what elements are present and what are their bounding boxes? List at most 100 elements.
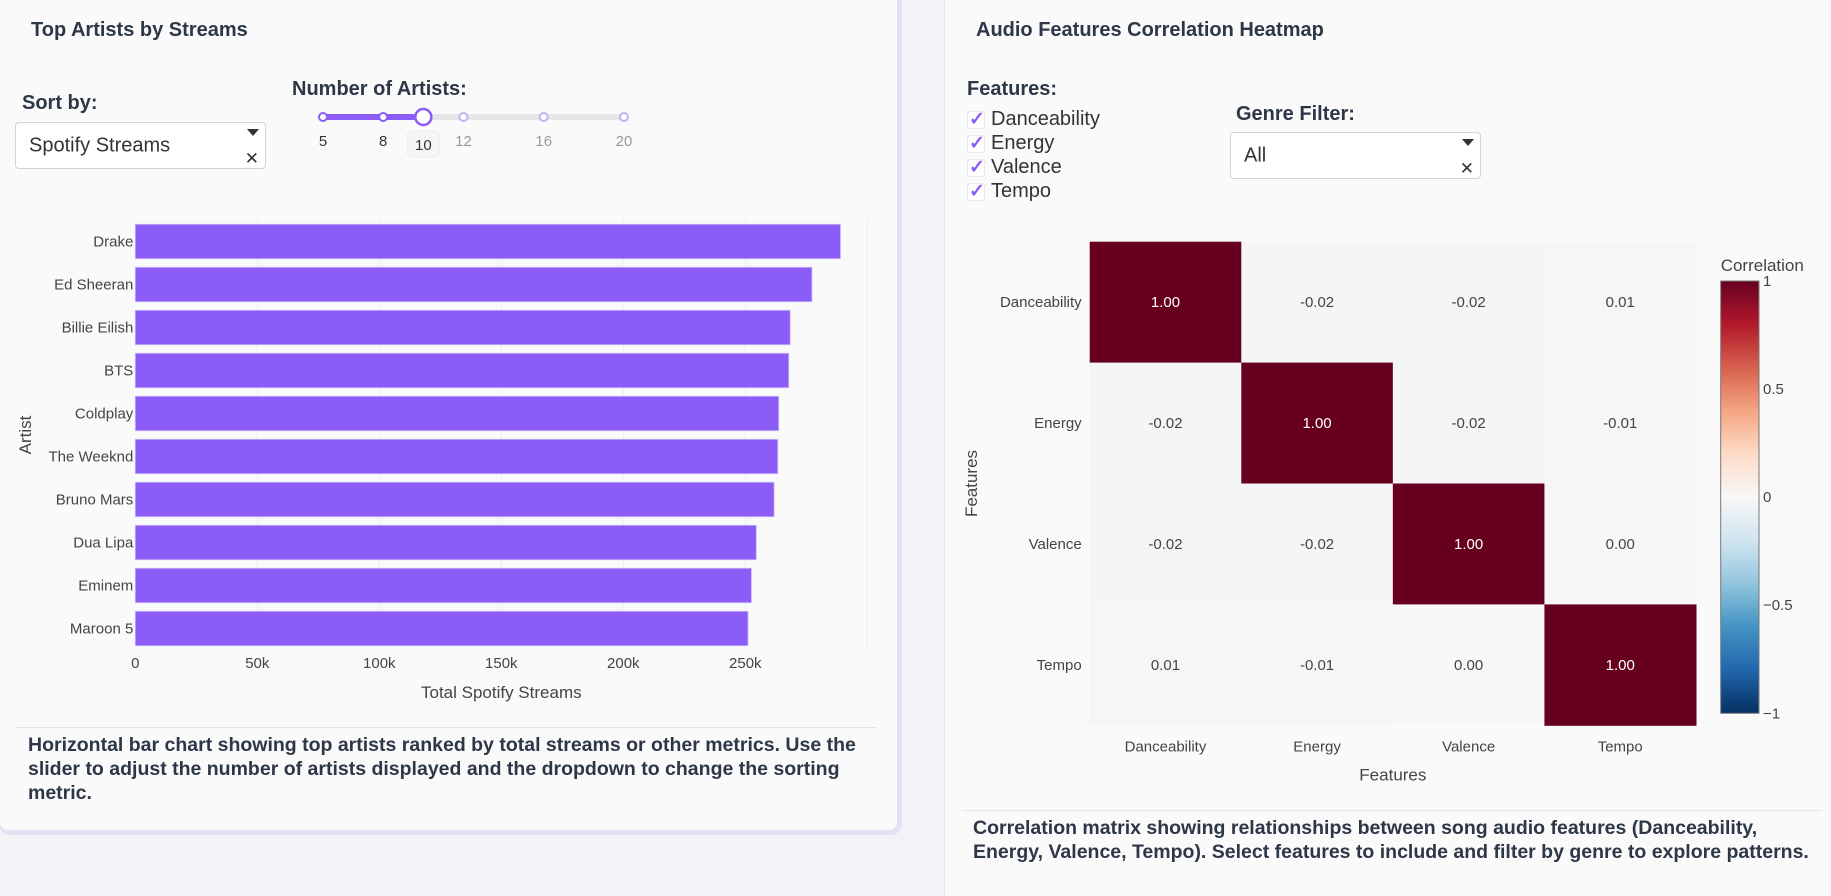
- check-icon: ✓: [969, 108, 985, 130]
- genre-filter-value: All: [1244, 144, 1267, 166]
- checkbox-icon[interactable]: ✓: [967, 156, 985, 178]
- colorbar-tick-label: 0: [1763, 489, 1771, 506]
- heatmap-cell: [1392, 483, 1545, 605]
- x-tick-label: 100k: [363, 655, 396, 672]
- heatmap-cell: [1544, 241, 1697, 364]
- heatmap-cell: [1241, 241, 1394, 364]
- feature-checkbox-valence[interactable]: ✓ Valence: [967, 156, 1062, 179]
- bar-eminem: [134, 567, 752, 604]
- y-tick-label: Billie Eilish: [62, 320, 134, 337]
- chevron-down-icon[interactable]: [1462, 139, 1474, 146]
- heatmap-cell-label: -0.02: [1300, 294, 1334, 311]
- chevron-down-icon[interactable]: [247, 129, 259, 136]
- bar-bts: [134, 352, 790, 389]
- heatmap-cell: [1089, 604, 1242, 726]
- y-tick-label: Coldplay: [75, 406, 134, 423]
- heatmap-cell-label: -0.02: [1148, 415, 1182, 432]
- y-tick-label: Energy: [1034, 415, 1082, 432]
- number-of-artists-label: Number of Artists:: [292, 78, 467, 100]
- heatmap-cell-label: -0.02: [1452, 415, 1486, 432]
- check-icon: ✓: [969, 180, 985, 202]
- heatmap-cell: [1089, 362, 1242, 484]
- slider-mark-12: [458, 112, 469, 122]
- heatmap-cell: [1544, 362, 1697, 484]
- sort-by-dropdown[interactable]: Spotify Streams ✕: [15, 122, 266, 169]
- genre-filter-label: Genre Filter:: [1236, 103, 1355, 125]
- slider-mark-label: 5: [319, 133, 327, 150]
- y-tick-label: Ed Sheeran: [54, 277, 133, 294]
- y-tick-label: Maroon 5: [70, 621, 133, 638]
- y-axis-title: Features: [962, 450, 981, 517]
- slider-handle[interactable]: [414, 107, 433, 127]
- feature-checkbox-tempo[interactable]: ✓ Tempo: [967, 180, 1051, 203]
- heatmap-cell: [1241, 604, 1394, 726]
- bar-ed-sheeran: [134, 266, 813, 303]
- feature-checkbox-danceability[interactable]: ✓ Danceability: [967, 108, 1100, 131]
- number-of-artists-slider[interactable]: 5 8 12 16 20 10: [300, 100, 650, 170]
- colorbar: [1720, 280, 1760, 714]
- heatmap-cell-label: 0.00: [1454, 657, 1483, 674]
- y-tick-label: Tempo: [1037, 657, 1082, 674]
- heatmap-cell-label: 1.00: [1454, 536, 1483, 553]
- check-icon: ✓: [969, 156, 985, 178]
- top-artists-title: Top Artists by Streams: [31, 19, 248, 41]
- heatmap-cell-label: -0.01: [1300, 657, 1334, 674]
- colorbar-tick-label: −1: [1763, 705, 1780, 722]
- heatmap-cell-label: -0.01: [1603, 415, 1637, 432]
- heatmap-cell-label: -0.02: [1148, 536, 1182, 553]
- y-tick-label: Eminem: [78, 578, 133, 595]
- clear-icon[interactable]: ✕: [1459, 159, 1474, 178]
- y-tick-label: Dua Lipa: [73, 535, 134, 552]
- y-tick-label: Drake: [93, 234, 133, 251]
- slider-mark-20: [619, 112, 629, 122]
- bar-dua-lipa: [134, 524, 757, 561]
- x-tick-label: 150k: [485, 655, 518, 672]
- heatmap-cell-label: 1.00: [1151, 294, 1180, 311]
- slider-mark-label: 8: [379, 133, 387, 150]
- heatmap-cell-label: -0.02: [1300, 536, 1334, 553]
- checkbox-icon[interactable]: ✓: [967, 133, 985, 154]
- y-tick-label: BTS: [104, 363, 133, 380]
- slider-mark-16: [538, 112, 549, 122]
- slider-mark-5: [318, 112, 328, 122]
- colorbar-title: Correlation: [1721, 256, 1804, 275]
- slider-mark-label: 16: [535, 133, 552, 150]
- heatmap-cell: [1392, 604, 1545, 726]
- bar-the-weeknd: [134, 438, 779, 475]
- heatmap-cell: [1544, 483, 1697, 605]
- slider-mark-label: 20: [616, 133, 633, 150]
- x-axis-title: Total Spotify Streams: [421, 683, 582, 702]
- divider: [962, 810, 1822, 811]
- feature-checkbox-label: Energy: [991, 132, 1055, 154]
- feature-checkbox-energy[interactable]: ✓ Energy: [967, 132, 1054, 155]
- heatmap-cell-label: 1.00: [1302, 415, 1331, 432]
- sort-by-value: Spotify Streams: [29, 134, 171, 156]
- genre-filter-dropdown[interactable]: All ✕: [1230, 132, 1481, 179]
- x-tick-label: Valence: [1442, 738, 1495, 755]
- bar-drake: [134, 223, 841, 260]
- slider-mark-8: [378, 112, 389, 122]
- heatmap-cell: [1392, 362, 1545, 484]
- y-axis-title: Artist: [16, 415, 35, 454]
- heatmap-cell: [1241, 483, 1394, 605]
- slider-mark-label: 12: [455, 133, 472, 150]
- x-axis-title: Features: [1359, 765, 1426, 784]
- x-tick-label: Energy: [1293, 738, 1341, 755]
- heatmap-title: Audio Features Correlation Heatmap: [976, 19, 1324, 41]
- heatmap-cell-label: 0.01: [1151, 657, 1180, 674]
- bar-maroon-5: [134, 610, 749, 647]
- heatmap-cell-label: 0.01: [1606, 294, 1635, 311]
- checkbox-icon[interactable]: ✓: [967, 108, 985, 130]
- heatmap-cell: [1089, 241, 1242, 364]
- top-artists-description: Horizontal bar chart showing top artists…: [28, 734, 856, 804]
- feature-checkbox-label: Valence: [991, 156, 1062, 178]
- x-tick-label: Tempo: [1598, 738, 1643, 755]
- correlation-heatmap: 1.00 -0.02 -0.02 0.01 Danceability -0.02 1.00 -…: [962, 241, 1804, 784]
- x-tick-label: 200k: [607, 655, 640, 672]
- clear-icon[interactable]: ✕: [244, 149, 259, 168]
- x-tick-label: 50k: [245, 655, 270, 672]
- sort-by-label: Sort by:: [22, 92, 98, 114]
- slider-tooltip: [406, 130, 440, 158]
- checkbox-icon[interactable]: ✓: [967, 180, 985, 202]
- slider-value-label: 10: [415, 137, 432, 154]
